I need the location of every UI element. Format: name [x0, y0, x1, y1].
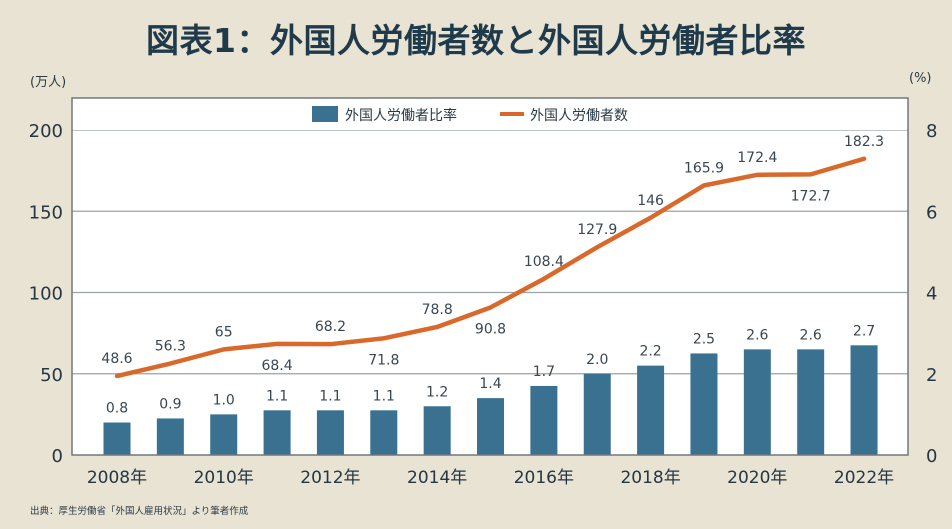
left-axis-unit-label: (万人): [30, 75, 67, 90]
line-data-label: 48.6: [101, 351, 132, 367]
x-axis-tick-label: 2012年: [300, 468, 360, 488]
legend-line-label: 外国人労働者数: [530, 108, 628, 124]
left-axis-tick-label: 100: [29, 284, 63, 305]
x-axis-tick-label: 2014年: [407, 468, 467, 488]
line-data-label: 172.4: [737, 150, 777, 166]
bar: [103, 422, 131, 455]
bar: [743, 349, 771, 455]
line-data-label: 182.3: [844, 134, 884, 150]
line-data-label: 172.7: [791, 188, 831, 204]
bar: [477, 398, 505, 455]
line-data-label: 65: [215, 324, 233, 340]
right-axis-tick-label: 4: [926, 284, 937, 305]
bar-data-label: 2.7: [853, 323, 875, 339]
bar-data-label: 1.1: [319, 388, 341, 404]
right-axis-tick-label: 2: [926, 365, 937, 386]
chart-title: 図表1：外国人労働者数と外国人労働者比率: [146, 21, 806, 60]
bar: [637, 365, 665, 455]
bar-data-label: 1.7: [533, 364, 555, 380]
bar: [850, 345, 878, 455]
bar-data-label: 1.4: [479, 376, 501, 392]
source-note: 出典：厚生労働省「外国人雇用状況」より筆者作成: [30, 506, 249, 517]
line-data-label: 165.9: [684, 160, 724, 176]
left-axis-tick-label: 0: [52, 446, 63, 467]
line-path: [114, 156, 867, 379]
left-axis-tick-label: 200: [29, 121, 63, 142]
line-data-label: 71.8: [368, 352, 399, 368]
legend-line-swatch: [500, 112, 524, 116]
x-axis-tick-label: 2018年: [620, 468, 680, 488]
line-data-label: 56.3: [155, 339, 186, 355]
line-data-label: 68.2: [315, 319, 346, 335]
line-data-label: 108.4: [524, 254, 564, 270]
bar-data-label: 2.2: [639, 344, 661, 360]
bar-data-label: 2.0: [586, 352, 608, 368]
bar-data-label: 1.1: [266, 388, 288, 404]
plot-border: [71, 97, 909, 456]
line-data-label: 78.8: [422, 302, 453, 318]
left-axis-tick-label: 50: [40, 365, 63, 386]
bar-data-label: 1.2: [426, 384, 448, 400]
x-axis-tick-label: 2020年: [727, 468, 787, 488]
x-axis-tick-label: 2022年: [834, 468, 894, 488]
bar: [797, 349, 825, 455]
bar: [530, 385, 558, 455]
bar: [583, 373, 611, 455]
bar-data-label: 0.9: [159, 396, 181, 412]
bar-series-ratio: [103, 345, 878, 455]
bar-data-label: 1.1: [373, 388, 395, 404]
line-data-label: 90.8: [475, 321, 506, 337]
legend-bar-swatch: [312, 106, 338, 122]
bar: [263, 410, 291, 455]
axes: 0 50 100 150 200 0 2 4 6 8 2008年 2010年 2012年 2014年 201…: [29, 121, 938, 488]
bar: [316, 410, 344, 455]
x-axis-tick-label: 2008年: [87, 468, 147, 488]
line-data-label: 68.4: [261, 358, 292, 374]
data-labels: 0.8 0.9 1.0 1.1 1.1 1.1 1.2 1.4 1.7 2.0 2.2 2.5 2.6 2…: [101, 134, 884, 417]
bar-data-label: 2.6: [746, 327, 768, 343]
bar: [210, 414, 238, 455]
right-axis-tick-label: 6: [926, 202, 937, 223]
bar-data-label: 0.8: [106, 401, 128, 417]
bar: [370, 410, 398, 455]
x-axis-tick-label: 2010年: [194, 468, 254, 488]
x-axis-tick-label: 2016年: [514, 468, 574, 488]
bar: [156, 418, 184, 455]
line-data-label: 127.9: [577, 222, 617, 238]
bar-data-label: 2.6: [800, 327, 822, 343]
left-axis-tick-label: 150: [29, 202, 63, 223]
bar-data-label: 2.5: [693, 331, 715, 347]
legend-background: [73, 99, 907, 130]
right-axis-tick-label: 0: [926, 446, 937, 467]
bar: [423, 406, 451, 455]
right-axis-tick-label: 8: [926, 121, 937, 142]
bar: [690, 353, 718, 455]
right-axis-unit-label: (%): [909, 71, 932, 86]
legend: 外国人労働者比率 外国人労働者数: [73, 99, 907, 130]
line-data-label: 146: [637, 193, 664, 209]
legend-bar-label: 外国人労働者比率: [345, 107, 457, 124]
line-series-workers: [114, 156, 867, 379]
bar-data-label: 1.0: [213, 392, 235, 408]
